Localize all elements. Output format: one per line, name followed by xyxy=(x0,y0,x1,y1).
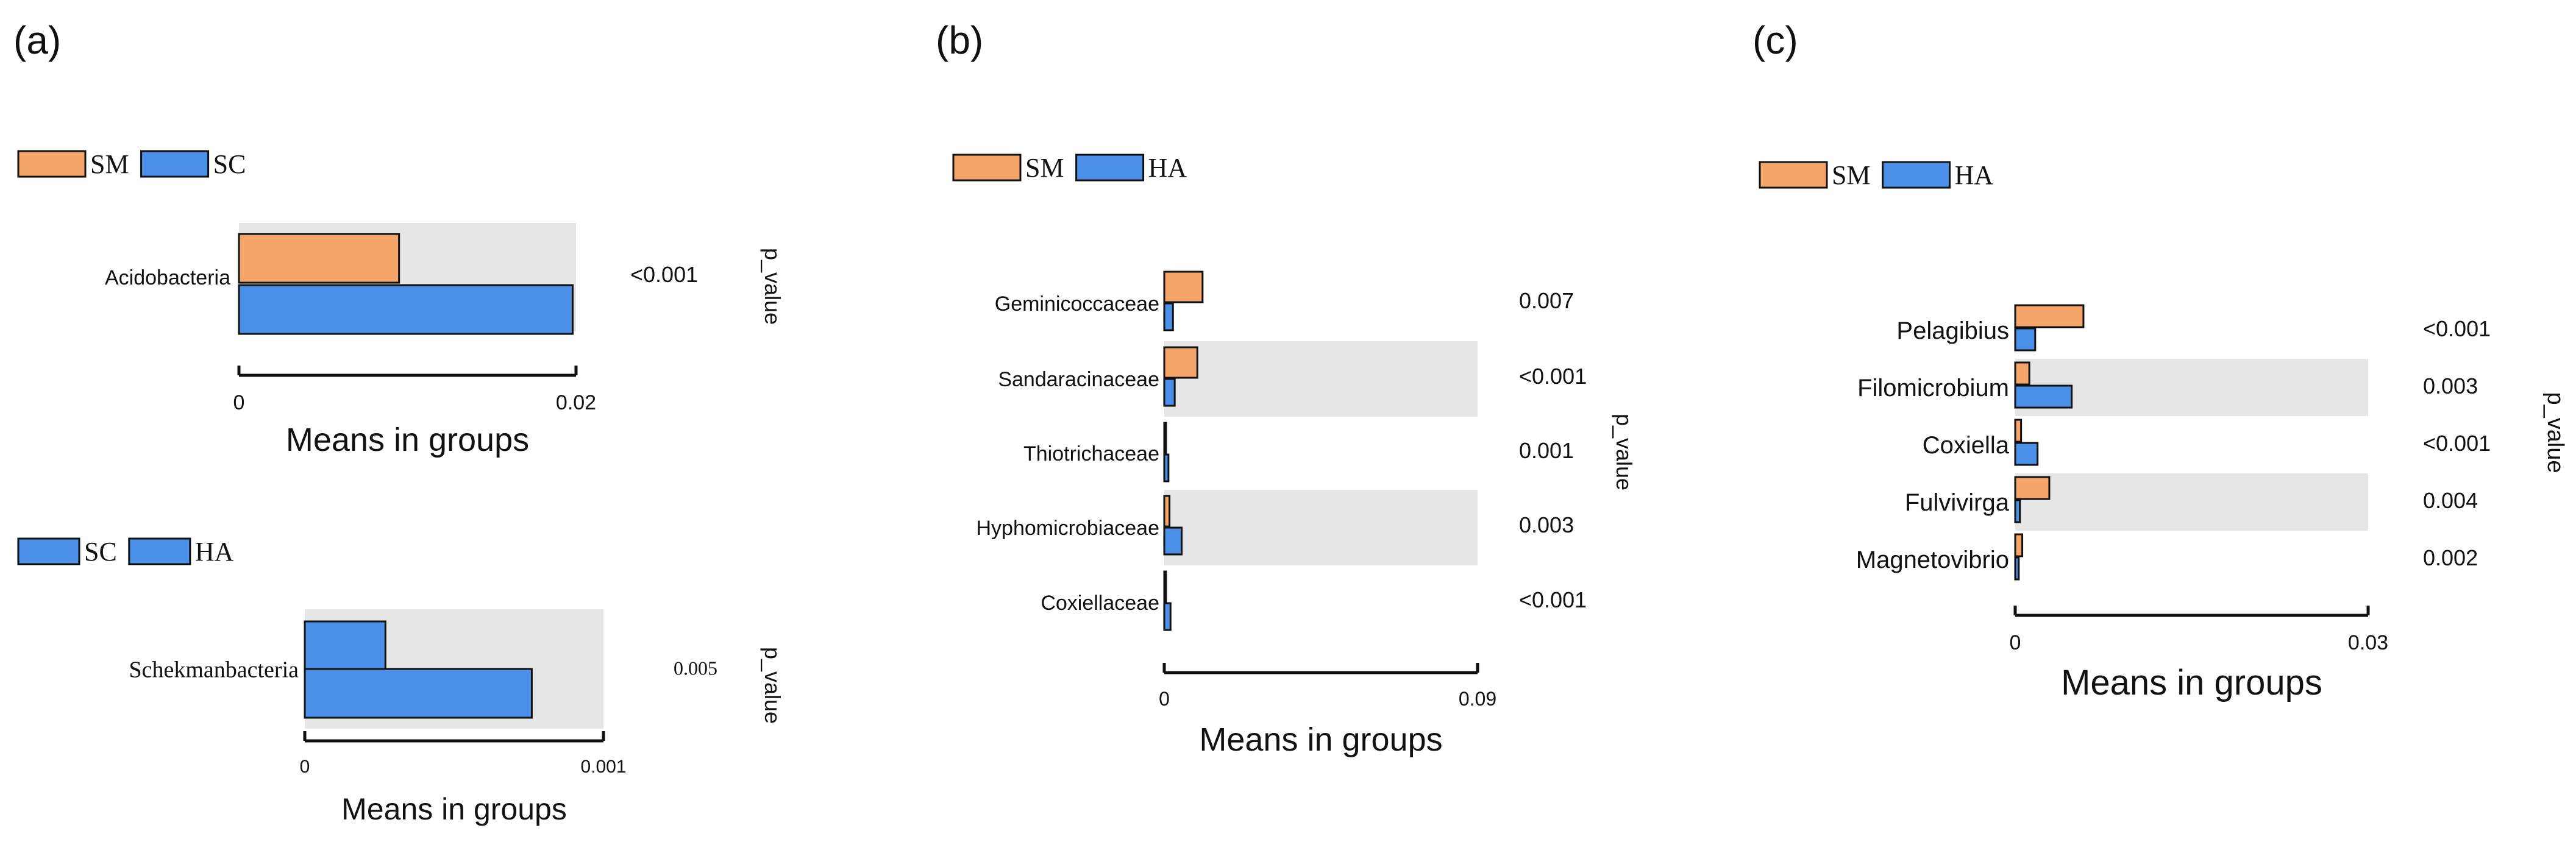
tick-label: 0.001 xyxy=(580,757,626,777)
legend-swatch xyxy=(952,154,1022,182)
p-value: <0.001 xyxy=(1519,364,1587,389)
legend-swatch xyxy=(17,537,80,565)
category-label: Geminicoccaceae xyxy=(995,292,1159,316)
chart-panel-1: (a) SM SC Acidobacteria <0.001 0 0.02 Means in … xyxy=(13,18,785,458)
p-value: 0.003 xyxy=(1519,512,1574,537)
bar-sm xyxy=(2014,361,2030,386)
category-label: Acidobacteria xyxy=(105,266,230,289)
p-value: 0.004 xyxy=(2423,488,2478,513)
chart-panel-3: (b) SM HA Geminicoccaceae 0.007 Sandaracinace… xyxy=(936,18,1637,758)
p-value-axis-label: p_value xyxy=(760,647,785,724)
bar-sm xyxy=(2014,533,2024,557)
bar-sm xyxy=(1163,346,1198,379)
p-value-axis-label: p_value xyxy=(2542,392,2568,473)
tick-label: 0 xyxy=(1159,688,1170,710)
legend-label: SM xyxy=(90,149,129,179)
p-value: 0.003 xyxy=(2423,373,2478,398)
bar-sc xyxy=(304,620,386,670)
legend-label: SC xyxy=(84,537,117,567)
category-label: Fulvivirga xyxy=(1905,489,2010,516)
bar-sm xyxy=(2014,419,2023,443)
legend-swatch xyxy=(1075,154,1145,182)
p-value: <0.001 xyxy=(2423,316,2491,341)
legend-label: HA xyxy=(1148,153,1187,183)
tick-label: 0 xyxy=(233,391,245,414)
bar-ha xyxy=(304,668,533,719)
bar-sm xyxy=(1163,422,1167,455)
bar-ha xyxy=(2014,327,2037,352)
x-axis-title: Means in groups xyxy=(286,422,529,458)
tick-label: 0.02 xyxy=(556,391,596,414)
category-label: Thiotrichaceae xyxy=(1023,442,1159,465)
category-label: Schekmanbacteria xyxy=(129,657,299,682)
x-axis-title: Means in groups xyxy=(2061,663,2322,702)
p-value: <0.001 xyxy=(1519,587,1587,612)
bar-sc xyxy=(238,284,574,335)
category-label: Filomicrobium xyxy=(1857,375,2009,402)
p-value: 0.001 xyxy=(1519,438,1574,463)
p-value: 0.002 xyxy=(2423,545,2478,570)
row-band xyxy=(1164,490,1478,565)
p-value-axis-label: p_value xyxy=(760,248,785,325)
legend-swatch xyxy=(17,150,87,178)
legend-label: SM xyxy=(1832,160,1871,190)
row-band xyxy=(2015,473,2368,531)
bar-ha xyxy=(2014,442,2039,466)
bar-ha xyxy=(1163,526,1183,556)
row-band xyxy=(2015,359,2368,416)
legend-swatch xyxy=(1759,161,1828,189)
tick-label: 0.03 xyxy=(2348,631,2388,654)
p-value: 0.007 xyxy=(1519,288,1574,313)
bar-ha xyxy=(1163,302,1174,331)
legend-label: HA xyxy=(1955,160,1994,190)
category-label: Coxiella xyxy=(1923,432,2010,459)
bar-sm xyxy=(2014,304,2085,328)
legend-label: SC xyxy=(213,149,246,179)
panel-label: (a) xyxy=(13,18,61,62)
bar-sm xyxy=(1163,495,1171,528)
category-label: Pelagibius xyxy=(1896,317,2009,344)
tick-label: 0 xyxy=(2010,631,2021,654)
bar-sm xyxy=(1163,570,1167,603)
legend-label: HA xyxy=(195,537,234,567)
p-value: 0.005 xyxy=(674,657,717,679)
p-value: <0.001 xyxy=(630,262,698,287)
category-label: Coxiellaceae xyxy=(1041,592,1159,615)
bar-ha xyxy=(1163,453,1170,483)
bar-ha xyxy=(1163,602,1172,631)
legend-label: SM xyxy=(1025,153,1064,183)
category-label: Hyphomicrobiaceae xyxy=(977,517,1160,540)
p-value-axis-label: p_value xyxy=(1612,414,1637,490)
bar-sm xyxy=(238,233,400,284)
bar-sm xyxy=(1163,271,1204,303)
x-axis-title: Means in groups xyxy=(341,792,567,826)
bar-ha xyxy=(2014,556,2020,581)
tick-label: 0.09 xyxy=(1459,688,1496,710)
chart-panel-4: (c) SM HA Pelagibius <0.001 Filomicrobium 0.00… xyxy=(1752,18,2568,702)
legend-swatch xyxy=(128,537,191,565)
panel-label: (b) xyxy=(936,18,983,62)
tick-label: 0 xyxy=(300,757,310,777)
chart-panel-2: SC HA Schekmanbacteria 0.005 0 0.001 Means in … xyxy=(17,537,785,826)
row-band xyxy=(1164,341,1478,417)
legend-swatch xyxy=(1882,161,1951,189)
bar-ha xyxy=(2014,384,2073,409)
x-axis-title: Means in groups xyxy=(1199,721,1442,758)
legend-swatch xyxy=(140,150,210,178)
bar-ha xyxy=(2014,499,2021,523)
bar-ha xyxy=(1163,378,1176,407)
category-label: Sandaracinaceae xyxy=(998,368,1159,391)
category-label: Magnetovibrio xyxy=(1856,547,2009,573)
bar-sm xyxy=(2014,476,2051,500)
panel-label: (c) xyxy=(1752,18,1798,62)
p-value: <0.001 xyxy=(2423,431,2491,456)
